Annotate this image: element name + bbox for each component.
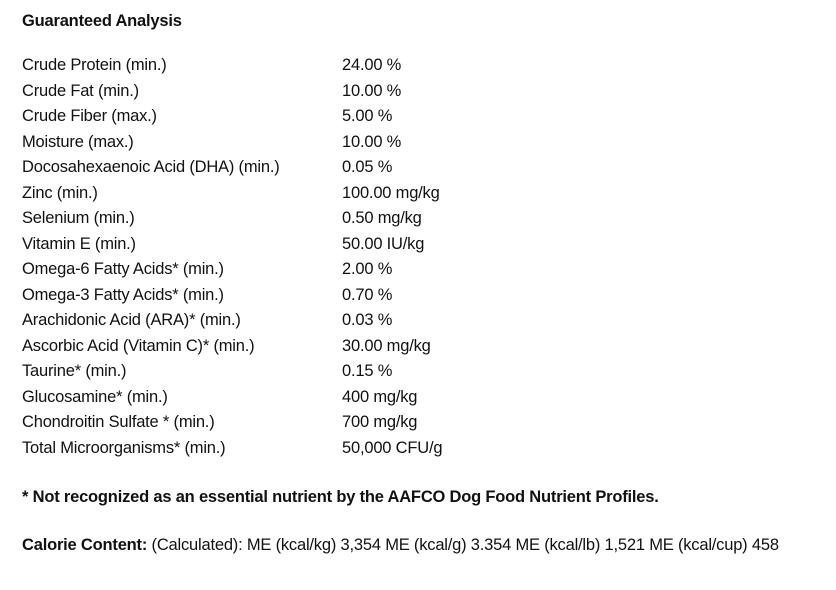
table-row: Taurine* (min.) 0.15 % bbox=[22, 360, 442, 386]
analysis-table: Crude Protein (min.) 24.00 % Crude Fat (mi… bbox=[22, 54, 443, 463]
nutrient-name: Ascorbic Acid (Vitamin C)* (min.) bbox=[22, 336, 255, 355]
nutrient-name: Arachidonic Acid (ARA)* (min.) bbox=[22, 311, 241, 329]
nutrient-name: Vitamin E (min.) bbox=[22, 234, 136, 253]
table-row: Docosahexaenoic Acid (DHA) (min.) 0.05 % bbox=[22, 156, 442, 182]
nutrient-value: 100.00 mg/kg bbox=[342, 183, 440, 202]
nutrient-value: 10.00 % bbox=[342, 132, 402, 151]
nutrient-value: 700 mg/kg bbox=[342, 413, 418, 431]
table-row: Crude Fiber (max.) 5.00 % bbox=[22, 105, 442, 131]
nutrient-name: Crude Protein (min.) bbox=[22, 56, 167, 74]
nutrient-name: Omega-3 Fatty Acids* (min.) bbox=[22, 285, 224, 304]
table-row: Moisture (max.) 10.00 % bbox=[22, 131, 442, 157]
table-row: Chondroitin Sulfate * (min.) 700 mg/kg bbox=[22, 411, 442, 437]
table-row: Vitamin E (min.) 50.00 IU/kg bbox=[22, 233, 442, 259]
table-row: Omega-3 Fatty Acids* (min.) 0.70 % bbox=[22, 284, 442, 310]
nutrient-value: 0.15 % bbox=[342, 362, 393, 380]
calorie-content: Calorie Content: (Calculated): ME (kcal/… bbox=[22, 531, 828, 560]
nutrient-name: Docosahexaenoic Acid (DHA) (min.) bbox=[22, 158, 280, 176]
nutrient-name: Taurine* (min.) bbox=[22, 362, 127, 380]
nutrient-value: 0.50 mg/kg bbox=[342, 209, 422, 227]
calorie-text: (Calculated): ME (kcal/kg) 3,354 ME (kca… bbox=[151, 536, 779, 554]
table-row: Crude Fat (min.) 10.00 % bbox=[22, 80, 442, 106]
nutrient-name: Total Microorganisms* (min.) bbox=[22, 438, 226, 457]
nutrient-name: Moisture (max.) bbox=[22, 132, 134, 151]
table-row: Selenium (min.) 0.50 mg/kg bbox=[22, 207, 442, 233]
calorie-label: Calorie Content: bbox=[22, 536, 148, 554]
nutrient-value: 10.00 % bbox=[342, 81, 402, 100]
footnote: * Not recognized as an essential nutrien… bbox=[22, 488, 659, 506]
nutrient-name: Chondroitin Sulfate * (min.) bbox=[22, 413, 215, 431]
nutrient-value: 5.00 % bbox=[342, 107, 393, 125]
nutrient-name: Glucosamine* (min.) bbox=[22, 387, 168, 406]
nutrient-value: 0.70 % bbox=[342, 285, 393, 304]
nutrient-name: Crude Fiber (max.) bbox=[22, 107, 157, 125]
nutrient-name: Selenium (min.) bbox=[22, 209, 135, 227]
title: Guaranteed Analysis bbox=[22, 12, 182, 30]
table-row: Zinc (min.) 100.00 mg/kg bbox=[22, 182, 442, 208]
nutrient-value: 0.03 % bbox=[342, 311, 393, 329]
nutrient-value: 50,000 CFU/g bbox=[342, 438, 443, 457]
table-row: Omega-6 Fatty Acids* (min.) 2.00 % bbox=[22, 258, 442, 284]
table-row: Arachidonic Acid (ARA)* (min.) 0.03 % bbox=[22, 309, 442, 335]
nutrient-value: 30.00 mg/kg bbox=[342, 336, 431, 355]
nutrient-name: Omega-6 Fatty Acids* (min.) bbox=[22, 260, 224, 278]
nutrient-name: Crude Fat (min.) bbox=[22, 81, 139, 100]
nutrient-value: 2.00 % bbox=[342, 260, 393, 278]
nutrient-value: 24.00 % bbox=[342, 56, 402, 74]
nutrient-value: 400 mg/kg bbox=[342, 387, 418, 406]
table-row: Crude Protein (min.) 24.00 % bbox=[22, 54, 442, 80]
nutrient-value: 50.00 IU/kg bbox=[342, 234, 425, 253]
table-row: Glucosamine* (min.) 400 mg/kg bbox=[22, 386, 442, 412]
table-row: Ascorbic Acid (Vitamin C)* (min.) 30.00 m… bbox=[22, 335, 442, 361]
nutrient-name: Zinc (min.) bbox=[22, 183, 98, 202]
table-row: Total Microorganisms* (min.) 50,000 CFU/g bbox=[22, 437, 443, 463]
nutrient-value: 0.05 % bbox=[342, 158, 393, 176]
